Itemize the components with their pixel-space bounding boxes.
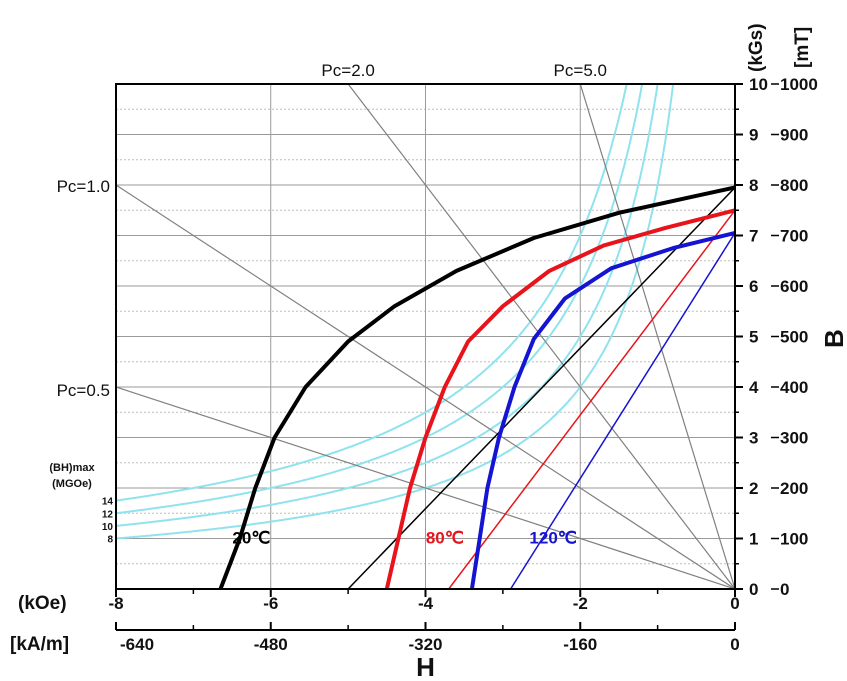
y-tick-label-mt: 700 [780,227,808,246]
x-tick-label-kam: -640 [120,635,154,654]
y-unit-kgs: (kGs) [746,23,767,72]
bhmax-curve-14 [116,84,628,502]
permeance-lines [116,84,735,589]
y-tick-label-kgs: 10 [749,75,768,94]
recoil-line [347,186,735,589]
demagnetization-curves [218,185,735,589]
y-tick-label-kgs: 9 [749,126,758,145]
permeance-label: Pc=5.0 [554,61,607,80]
y-tick-label-mt: 900 [780,126,808,145]
x-tick-label-koe: -4 [418,594,434,613]
y-tick-label-kgs: 7 [749,227,758,246]
bhmax-unit: (MGOe) [52,478,92,490]
x-tick-label-koe: 0 [730,594,739,613]
y-tick-label-mt: 800 [780,176,808,195]
chart-labels: 0123456789100100200300400500600700800900… [10,23,847,681]
plot-frame [115,83,779,631]
bhmax-curves [116,84,675,540]
x-axis-name: H [416,652,435,681]
y-axis-name: B [819,329,847,348]
y-tick-label-mt: 0 [780,580,789,599]
y-tick-label-mt: 1000 [780,75,818,94]
x-tick-label-koe: -2 [573,594,588,613]
x-tick-label-kam: 0 [730,635,739,654]
y-tick-label-mt: 200 [780,479,808,498]
y-tick-label-kgs: 2 [749,479,758,498]
y-tick-label-mt: 300 [780,429,808,448]
bhmax-level-label: 8 [107,535,113,546]
bhmax-curve-12 [116,84,644,515]
y-tick-label-kgs: 1 [749,530,758,549]
bhmax-curve-8 [116,84,675,540]
y-tick-label-kgs: 4 [749,378,759,397]
temperature-label: 80℃ [426,529,464,548]
x-tick-label-koe: -6 [263,594,278,613]
permeance-line [116,184,735,589]
y-unit-mt: [mT] [792,27,813,68]
permeance-label: Pc=1.0 [57,177,110,196]
permeance-line [116,386,735,589]
x-unit-kam: [kA/m] [10,634,69,655]
x-tick-label-kam: -480 [254,635,288,654]
temperature-label: 120℃ [529,529,576,548]
recoil-lines [347,186,735,589]
bhmax-title: (BH)max [49,462,95,474]
recoil-line [509,232,735,589]
bhmax-level-label: 10 [102,522,114,533]
bhmax-level-label: 14 [102,497,114,508]
x-tick-label-kam: -320 [408,635,442,654]
permeance-label: Pc=2.0 [321,61,374,80]
permeance-label: Pc=0.5 [57,381,110,400]
bhmax-level-label: 12 [102,509,114,520]
grid-lines [116,84,735,589]
bhmax-curve-10 [116,84,659,527]
x-unit-koe: (kOe) [18,593,67,614]
y-tick-label-kgs: 6 [749,277,758,296]
y-tick-label-mt: 100 [780,530,808,549]
permeance-line [347,84,735,589]
permeance-line [579,84,735,589]
y-tick-label-kgs: 8 [749,176,758,195]
x-tick-label-koe: -8 [108,594,123,613]
recoil-line [448,209,735,589]
y-tick-label-kgs: 3 [749,429,758,448]
x-tick-label-kam: -160 [563,635,597,654]
demag-curve [218,185,735,589]
y-tick-label-mt: 400 [780,378,808,397]
y-tick-label-mt: 500 [780,328,808,347]
demag-curve [384,208,735,589]
y-tick-label-kgs: 5 [749,328,758,347]
demag-curve [469,231,735,589]
y-tick-label-mt: 600 [780,277,808,296]
y-tick-label-kgs: 0 [749,580,758,599]
temperature-label: 20℃ [232,529,270,548]
